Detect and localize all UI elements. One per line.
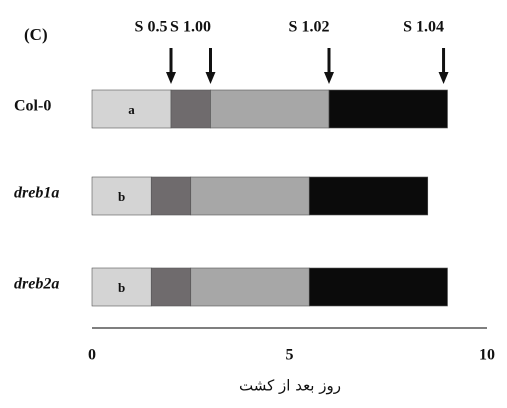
x-tick-label: 0 bbox=[88, 347, 96, 364]
stage-label: S 0.5 bbox=[135, 19, 168, 36]
arrow-head bbox=[324, 72, 334, 84]
stage-label: S 1.02 bbox=[289, 19, 330, 36]
category-label: dreb1a bbox=[14, 185, 59, 202]
stage-label: S 1.04 bbox=[403, 19, 444, 36]
x-tick-label: 10 bbox=[479, 347, 495, 364]
bar-segment bbox=[308, 267, 448, 307]
arrow-head bbox=[438, 72, 449, 84]
significance-letter: b bbox=[118, 280, 125, 295]
bar-segment bbox=[190, 267, 310, 307]
stage-arrow bbox=[166, 48, 176, 84]
bar-segment bbox=[91, 267, 152, 307]
panel-label: (C) bbox=[24, 25, 48, 44]
category-label: Col-0 bbox=[14, 98, 51, 115]
bar-segment bbox=[150, 267, 192, 307]
arrow-head bbox=[205, 72, 216, 84]
arrow-head bbox=[166, 72, 176, 84]
category-label: dreb2a bbox=[14, 276, 59, 293]
stage-arrow bbox=[324, 48, 334, 84]
stage-label: S 1.00 bbox=[170, 19, 211, 36]
stage-arrow bbox=[205, 48, 216, 84]
x-axis-label: روز بعد از کشت bbox=[239, 377, 341, 395]
bar-segment bbox=[328, 89, 448, 129]
bar-segment bbox=[91, 89, 172, 129]
significance-letter: b bbox=[118, 189, 125, 204]
bar-segment bbox=[91, 176, 152, 216]
bar-segment bbox=[308, 176, 429, 216]
stage-arrow bbox=[438, 48, 449, 84]
bar-segment bbox=[150, 176, 192, 216]
bar-segment bbox=[170, 89, 211, 129]
significance-letter: a bbox=[128, 102, 135, 117]
x-tick-label: 5 bbox=[286, 347, 294, 364]
bar-segment bbox=[210, 89, 330, 129]
bar-segment bbox=[190, 176, 310, 216]
